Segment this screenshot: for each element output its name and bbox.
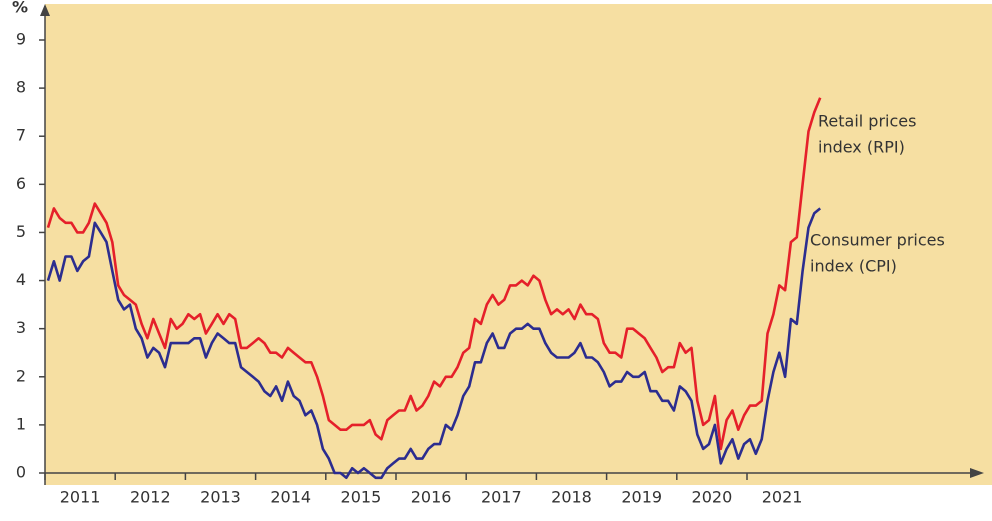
- y-tick-label: 4: [16, 270, 26, 289]
- x-tick-label: 2018: [551, 488, 592, 507]
- legend-label: Consumer prices: [810, 231, 945, 250]
- x-axis-arrow: [970, 468, 984, 478]
- y-tick-label: 5: [16, 222, 26, 241]
- y-axis-arrow: [40, 4, 50, 16]
- y-tick-label: 8: [16, 78, 26, 97]
- y-axis-label: %: [12, 0, 28, 17]
- y-tick-label: 9: [16, 30, 26, 49]
- x-tick-label: 2012: [130, 488, 171, 507]
- legend-label: index (RPI): [818, 138, 905, 157]
- series-line: [46, 97, 822, 451]
- legend-label: Retail prices: [818, 112, 916, 131]
- y-tick-label: 0: [16, 463, 26, 482]
- x-tick-label: 2017: [481, 488, 522, 507]
- y-tick-label: 1: [16, 414, 26, 433]
- x-tick-label: 2021: [762, 488, 803, 507]
- series-line: [46, 207, 822, 480]
- y-tick-label: 2: [16, 366, 26, 385]
- y-tick-label: 6: [16, 174, 26, 193]
- x-tick-label: 2015: [341, 488, 382, 507]
- legend-label: index (CPI): [810, 257, 897, 276]
- x-tick-label: 2016: [411, 488, 452, 507]
- x-tick-label: 2019: [621, 488, 662, 507]
- x-tick-label: 2020: [692, 488, 733, 507]
- plot-background: [45, 4, 992, 485]
- x-tick-label: 2013: [200, 488, 241, 507]
- y-tick-label: 7: [16, 126, 26, 145]
- y-tick-label: 3: [16, 318, 26, 337]
- x-tick-label: 2014: [270, 488, 311, 507]
- x-tick-label: 2011: [60, 488, 101, 507]
